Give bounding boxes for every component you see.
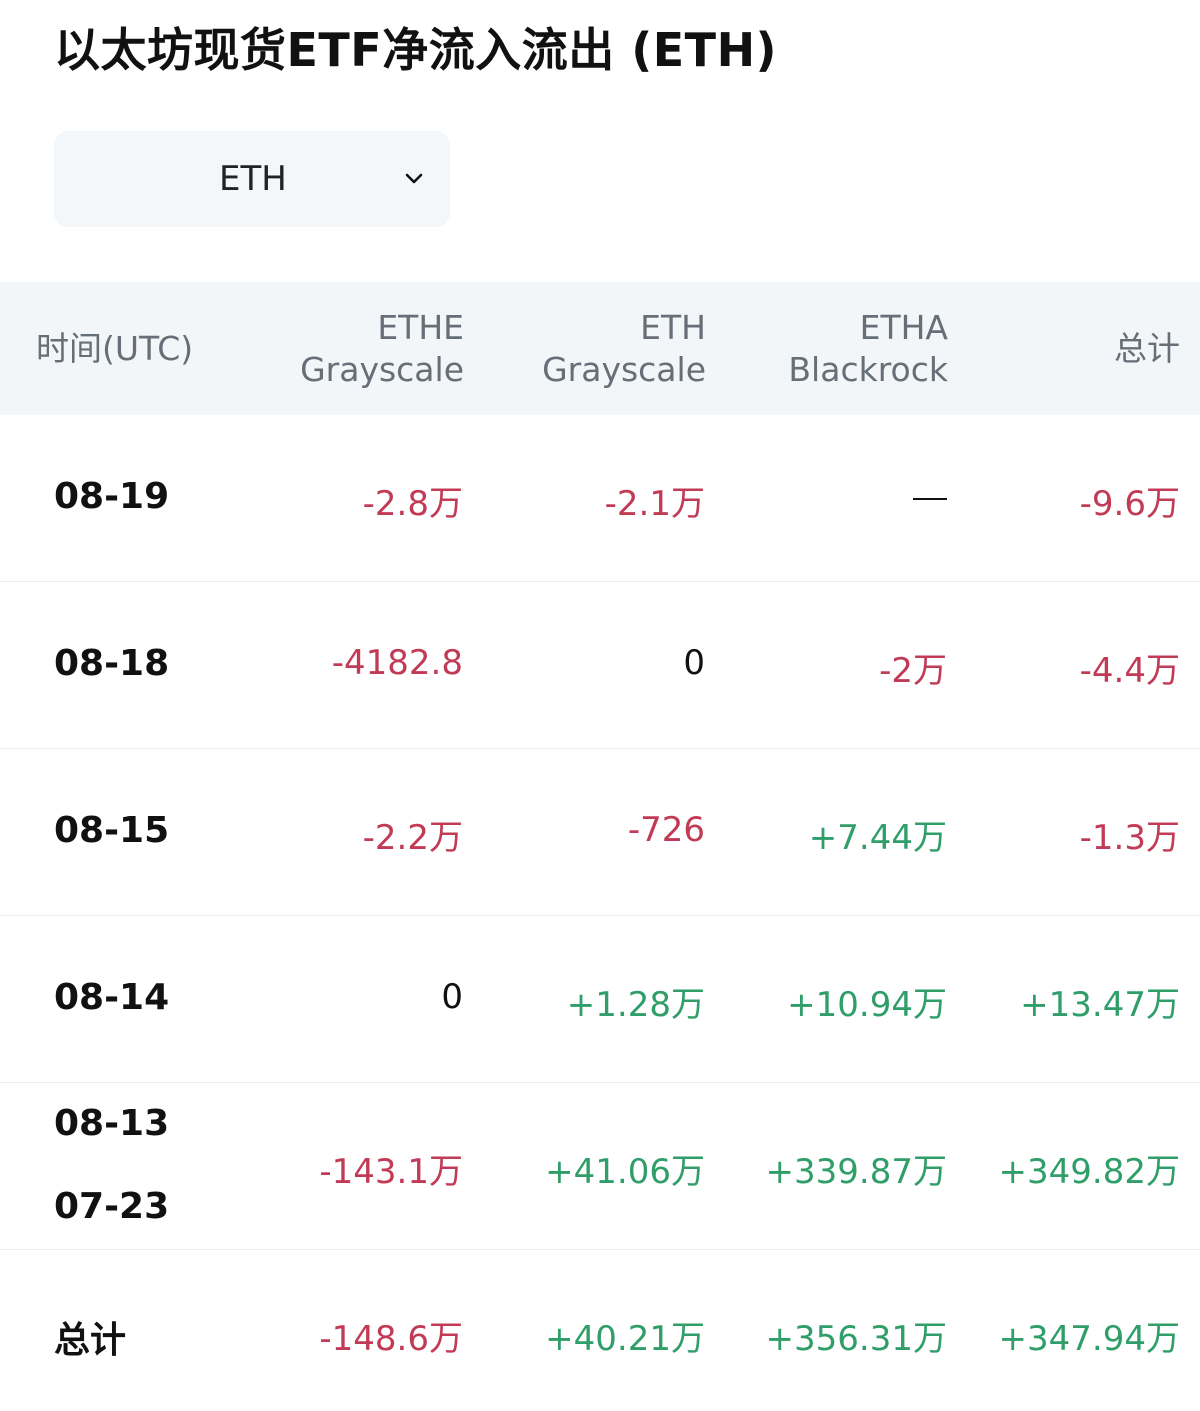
table-row: 08-19 -2.8万 -2.1万 -9.6万 [0,415,1200,582]
table-row: 08-15 -2.2万 -726 +7.44万 -1.3万 [0,749,1200,916]
cell-ethe: 0 [441,977,463,1017]
table-total-row: 总计 -148.6万 +40.21万 +356.31万 +347.94万 [0,1250,1200,1411]
cell-ethe: -4182.8 [331,643,463,683]
cell-eth: -726 [627,810,705,850]
header-ethe-ticker: ETHE [377,308,464,347]
chevron-down-icon [405,173,423,184]
cell-ethe: -2.2万 [362,818,463,858]
cell-eth: 0 [683,643,705,683]
header-eth: ETH Grayscale [542,307,706,391]
header-etha-issuer: Blackrock [788,350,948,389]
cell-etha: +339.87万 [765,1152,947,1192]
row-date: 08-19 [54,476,170,517]
page-title: 以太坊现货ETF净流入流出 (ETH) [54,23,778,77]
cell-etha: +10.94万 [787,985,947,1025]
cell-etha: -2万 [879,651,947,691]
row-date: 08-18 [54,643,170,684]
cell-total: +13.47万 [1020,985,1180,1025]
header-eth-ticker: ETH [640,308,706,347]
cell-total: -9.6万 [1079,484,1180,524]
table-row: 08-13 07-23 -143.1万 +41.06万 +339.87万 +34… [0,1083,1200,1250]
cell-eth: +1.28万 [566,985,705,1025]
cell-eth: -2.1万 [604,484,705,524]
row-total-label: 总计 [54,1320,127,1361]
header-ethe: ETHE Grayscale [300,307,464,391]
cell-total: -4.4万 [1079,651,1180,691]
row-date-start: 08-13 [54,1103,170,1144]
header-eth-issuer: Grayscale [542,350,706,389]
cell-etha: +356.31万 [765,1319,947,1359]
cell-ethe: -2.8万 [362,484,463,524]
header-time: 时间(UTC) [36,329,194,368]
cell-total: +347.94万 [998,1319,1180,1359]
header-total: 总计 [1114,329,1180,368]
cell-ethe: -148.6万 [319,1319,463,1359]
row-date: 08-14 [54,977,170,1018]
cell-eth: +40.21万 [545,1319,705,1359]
asset-selector-value: ETH [219,159,287,199]
cell-ethe: -143.1万 [319,1152,463,1192]
cell-total: +349.82万 [998,1152,1180,1192]
table-row: 08-14 0 +1.28万 +10.94万 +13.47万 [0,916,1200,1083]
table-header: 时间(UTC) ETHE Grayscale ETH Grayscale ETH… [0,282,1200,415]
asset-selector[interactable]: ETH [54,131,450,227]
cell-eth: +41.06万 [545,1152,705,1192]
table-row: 08-18 -4182.8 0 -2万 -4.4万 [0,582,1200,749]
header-etha-ticker: ETHA [859,308,948,347]
row-date: 08-15 [54,810,170,851]
row-date-end: 07-23 [54,1186,170,1227]
cell-etha: +7.44万 [808,818,947,858]
header-etha: ETHA Blackrock [788,307,948,391]
cell-etha-empty-dash [913,498,947,500]
header-ethe-issuer: Grayscale [300,350,464,389]
cell-total: -1.3万 [1079,818,1180,858]
